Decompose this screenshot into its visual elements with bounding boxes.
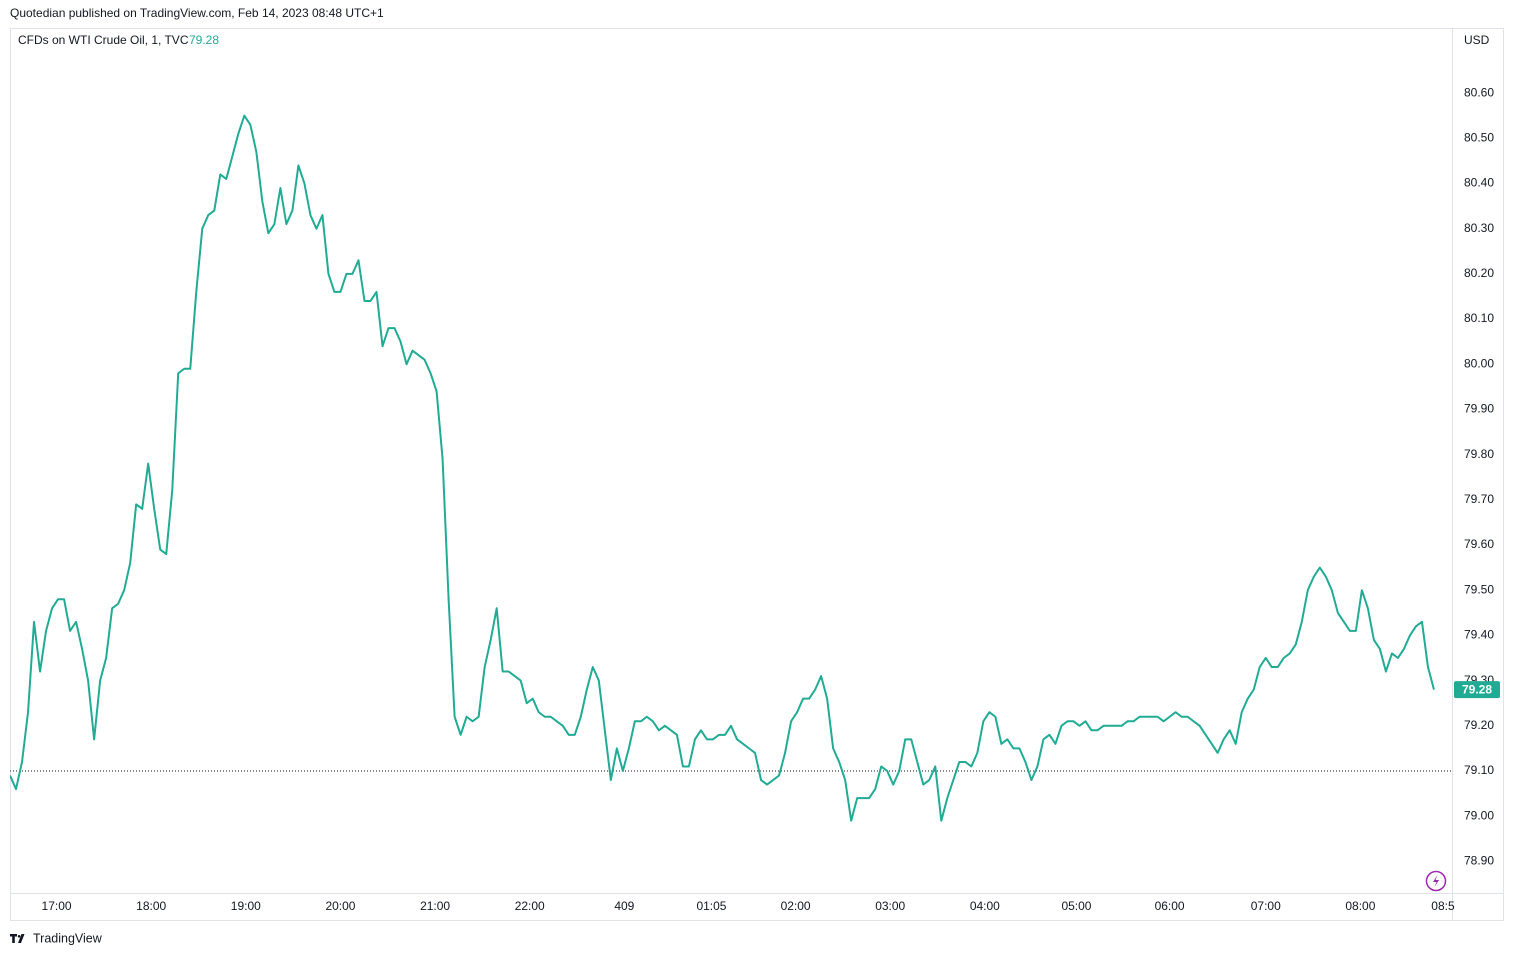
y-tick-label: 80.20 — [1464, 266, 1494, 280]
y-tick-label: 79.70 — [1464, 492, 1494, 506]
x-tick-label: 18:00 — [136, 899, 166, 913]
plot-area — [10, 114, 1452, 822]
x-tick-label: 04:00 — [970, 899, 1000, 913]
y-tick-label: 80.30 — [1464, 221, 1494, 235]
currency-label: USD — [1464, 33, 1490, 47]
x-tick-label: 07:00 — [1251, 899, 1281, 913]
x-tick-label: 19:00 — [231, 899, 261, 913]
y-tick-label: 79.80 — [1464, 447, 1494, 461]
last-price-label: 79.28 — [1462, 682, 1492, 696]
y-tick-label: 79.90 — [1464, 402, 1494, 416]
legend-last-value: 79.28 — [189, 33, 219, 47]
chart-title: CFDs on WTI Crude Oil, 1, TVC — [18, 33, 189, 47]
y-tick-label: 80.10 — [1464, 311, 1494, 325]
x-tick-label: 05:00 — [1061, 899, 1091, 913]
y-tick-label: 78.90 — [1464, 854, 1494, 868]
x-tick-label: 08:00 — [1345, 899, 1375, 913]
y-tick-label: 80.00 — [1464, 356, 1494, 370]
y-tick-label: 79.60 — [1464, 537, 1494, 551]
brand-name: TradingView — [33, 931, 103, 945]
x-tick-label: 21:00 — [420, 899, 450, 913]
alert-icon — [1425, 870, 1447, 892]
y-tick-label: 79.10 — [1464, 763, 1494, 777]
x-tick-label: 01:05 — [696, 899, 726, 913]
x-tick-label: 06:00 — [1155, 899, 1185, 913]
y-tick-label: 80.60 — [1464, 85, 1494, 99]
y-tick-label: 79.50 — [1464, 582, 1494, 596]
y-tick-label: 79.40 — [1464, 628, 1494, 642]
chart-frame — [10, 28, 1504, 921]
y-tick-label: 80.40 — [1464, 176, 1494, 190]
x-tick-label: 409 — [614, 899, 634, 913]
brand-logo — [10, 934, 25, 943]
price-line — [10, 114, 1435, 822]
last-price-box — [1454, 681, 1500, 699]
x-tick-label: 08:5 — [1431, 899, 1455, 913]
x-tick-label: 17:00 — [42, 899, 72, 913]
y-tick-label: 80.50 — [1464, 130, 1494, 144]
y-tick-label: 79.20 — [1464, 718, 1494, 732]
x-tick-label: 22:00 — [515, 899, 545, 913]
publish-info: Quotedian published on TradingView.com, … — [10, 6, 384, 20]
x-tick-label: 02:00 — [781, 899, 811, 913]
y-tick-label: 79.00 — [1464, 808, 1494, 822]
x-tick-label: 03:00 — [875, 899, 905, 913]
x-tick-label: 20:00 — [325, 899, 355, 913]
